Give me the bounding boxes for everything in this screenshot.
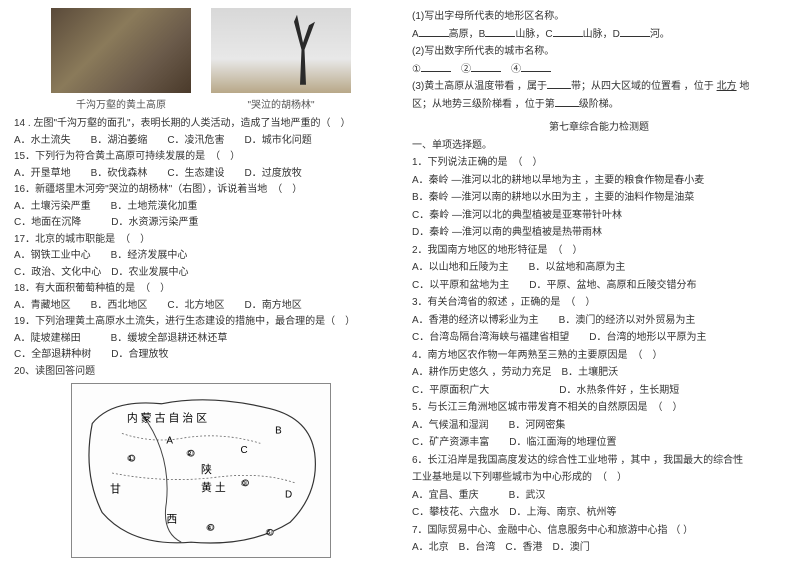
r3e: 级阶梯。 xyxy=(579,99,619,110)
images-row: 千沟万壑的黄土高原 "哭泣的胡杨林" xyxy=(14,8,388,111)
q3a: A．香港的经济以博彩业为主 B．澳门的经济以对外贸易为主 xyxy=(412,312,786,330)
blank-c[interactable] xyxy=(553,28,583,37)
map-num-2: ② xyxy=(186,449,193,458)
q16-options-b: C．地面在沉降 D．水资源污染严重 xyxy=(14,214,388,231)
q3: 3．有关台湾省的叙述 ，正确的是 （ ） xyxy=(412,294,786,312)
q17-options-a: A．钢铁工业中心 B．经济发展中心 xyxy=(14,247,388,264)
q19: 19．下列治理黄土高原水土流失，进行生态建设的措施中，最合理的是（ ） xyxy=(14,313,388,330)
map-label-d: D xyxy=(285,490,292,501)
q5b: C．矿产资源丰富 D．临江面海的地理位置 xyxy=(412,434,786,452)
q5: 5．与长江三角洲地区城市带发育不相关的自然原因是 （ ） xyxy=(412,399,786,417)
r1-blanks: A 高原，B 山脉，C 山脉，D 河。 xyxy=(412,26,786,44)
q1: 1．下列说法正确的是 （ ） xyxy=(412,154,786,172)
r2-blanks: ① ② ④ xyxy=(412,61,786,79)
blank-temp[interactable] xyxy=(547,80,571,89)
map-label-huangtu: 黄 土 xyxy=(201,480,226,494)
blank-4[interactable] xyxy=(521,63,551,72)
section-1: 一、单项选择题。 xyxy=(412,137,786,155)
q3b: C．台湾岛隔台湾海峡与福建省相望 D．台湾的地形以平原为主 xyxy=(412,329,786,347)
r3a: (3)黄土高原从温度带看 ，属于 xyxy=(412,81,547,92)
blank-d[interactable] xyxy=(620,28,650,37)
q6: 6．长江沿岸是我国高度发达的综合性工业地带 ，其中 ，我国最大的综合性 xyxy=(412,452,786,470)
q7: 7．国际贸易中心、金融中心、信息服务中心和旅游中心指 （ ） xyxy=(412,522,786,540)
map-num-4: ④ xyxy=(206,523,213,532)
map-figure: 内 蒙 古 自 治 区 陕 黄 土 西 甘 B C D A ① ② ③ ④ ⑤ xyxy=(71,383,331,558)
q20: 20、读图回答问题 xyxy=(14,363,388,380)
q16-options-a: A．土壤污染严重 B．土地荒漠化加重 xyxy=(14,198,388,215)
right-column: (1)写出字母所代表的地形区名称。 A 高原，B 山脉，C 山脉，D 河。 (2)写出数… xyxy=(400,8,786,558)
q1c: C．秦岭 —淮河以北的典型植被是亚寒带针叶林 xyxy=(412,207,786,225)
q6a: A．宜昌、重庆 B．武汉 xyxy=(412,487,786,505)
r1d-suf: 河。 xyxy=(650,29,670,40)
r2: (2)写出数字所代表的城市名称。 xyxy=(412,43,786,61)
map-label-gan: 甘 xyxy=(110,483,121,496)
q14-options: A．水土流失 B．湖泊萎缩 C．凌汛危害 D．城市化问题 xyxy=(14,132,388,149)
map-label-shanxi1: 陕 xyxy=(201,462,212,476)
q17: 17．北京的城市职能是 （ ） xyxy=(14,231,388,248)
caption-1: 千沟万壑的黄土高原 xyxy=(76,96,166,111)
q2b: C．以平原和盆地为主 D．平原、盆地、高原和丘陵交错分布 xyxy=(412,277,786,295)
map-svg: 内 蒙 古 自 治 区 陕 黄 土 西 甘 B C D A ① ② ③ ④ ⑤ xyxy=(72,384,330,557)
map-label-xi: 西 xyxy=(166,513,177,525)
q1b: B．秦岭 —淮河以南的耕地以水田为主 ，主要的油料作物是油菜 xyxy=(412,189,786,207)
map-num-1: ① xyxy=(127,454,134,463)
map-label-b: B xyxy=(275,425,282,436)
r3b: 带；从四大区域的位置看 ，位于 xyxy=(571,81,717,92)
q4: 4．南方地区农作物一年两熟至三熟的主要原因是 （ ） xyxy=(412,347,786,365)
q15-options: A．开垦草地 B．砍伐森林 C．生态建设 D．过度放牧 xyxy=(14,165,388,182)
caption-2: "哭泣的胡杨林" xyxy=(247,96,314,111)
q6x: 工业基地是以下列哪些城市为中心形成的 （ ） xyxy=(412,469,786,487)
r2c: ④ xyxy=(511,64,521,75)
blank-b[interactable] xyxy=(485,28,515,37)
q19-options-b: C．全部退耕种树 D．合理放牧 xyxy=(14,346,388,363)
blank-1[interactable] xyxy=(421,63,451,72)
r1c-suf: 山脉，D xyxy=(583,29,620,40)
map-num-5: ⑤ xyxy=(265,528,272,537)
q18: 18．有大面积葡萄种植的是 （ ） xyxy=(14,280,388,297)
map-inner-line-1 xyxy=(122,433,260,443)
map-label-a: A xyxy=(166,435,173,446)
q7a: A．北京 B．台湾 C．香港 D．澳门 xyxy=(412,539,786,557)
image-card-2: "哭泣的胡杨林" xyxy=(211,8,351,111)
r2b: ② xyxy=(461,64,471,75)
map-label-c: C xyxy=(241,445,248,456)
r1b-suf: 山脉，C xyxy=(515,29,552,40)
q2: 2．我国南方地区的地形特征是 （ ） xyxy=(412,242,786,260)
blank-step[interactable] xyxy=(555,98,579,107)
r2a: ① xyxy=(412,64,421,75)
q14: 14 . 左图"千沟万壑的面孔"，表明长期的人类活动，造成了当地严重的（ ） xyxy=(14,115,388,132)
r3-line1: (3)黄土高原从温度带看 ，属于 带；从四大区域的位置看 ，位于 北方 地 xyxy=(412,78,786,96)
r3-line2: 区；从地势三级阶梯看 ，位于第 级阶梯。 xyxy=(412,96,786,114)
q16: 16．新疆塔里木河旁"哭泣的胡杨林"（右图），诉说着当地 （ ） xyxy=(14,181,388,198)
r3d: 区；从地势三级阶梯看 ，位于第 xyxy=(412,99,555,110)
q2a: A．以山地和丘陵为主 B．以盆地和高原为主 xyxy=(412,259,786,277)
q19-options-a: A．陡坡建梯田 B．缓坡全部退耕还林还草 xyxy=(14,330,388,347)
r1a-pre: A xyxy=(412,29,419,40)
r1a-suf: 高原，B xyxy=(449,29,486,40)
q17-options-b: C．政治、文化中心 D．农业发展中心 xyxy=(14,264,388,281)
map-label-nei: 内 蒙 古 自 治 区 xyxy=(127,411,207,425)
map-num-3: ③ xyxy=(241,479,248,488)
q15: 15．下列行为符合黄土高原可持续发展的是 （ ） xyxy=(14,148,388,165)
beifang-underline: 北方 xyxy=(717,81,737,92)
q1d: D．秦岭 —淮河以南的典型植被是热带雨林 xyxy=(412,224,786,242)
loess-plateau-image xyxy=(51,8,191,93)
q5a: A．气候温和湿润 B．河网密集 xyxy=(412,417,786,435)
q18-options: A．青藏地区 B．西北地区 C．北方地区 D．南方地区 xyxy=(14,297,388,314)
q1a: A．秦岭 —淮河以北的耕地以旱地为主 ，主要的粮食作物是春小麦 xyxy=(412,172,786,190)
r1: (1)写出字母所代表的地形区名称。 xyxy=(412,8,786,26)
q4b: C．平原面积广大 D．水热条件好 ，生长期短 xyxy=(412,382,786,400)
left-column: 千沟万壑的黄土高原 "哭泣的胡杨林" 14 . 左图"千沟万壑的面孔"，表明长期… xyxy=(14,8,400,558)
image-card-1: 千沟万壑的黄土高原 xyxy=(51,8,191,111)
poplar-tree-image xyxy=(211,8,351,93)
r3c: 地 xyxy=(737,81,750,92)
blank-a[interactable] xyxy=(419,28,449,37)
blank-2[interactable] xyxy=(471,63,501,72)
q4a: A．耕作历史悠久 ，劳动力充足 B．土壤肥沃 xyxy=(412,364,786,382)
chapter-title: 第七章综合能力检测题 xyxy=(412,119,786,137)
q6b: C．攀枝花、六盘水 D．上海、南京、杭州等 xyxy=(412,504,786,522)
